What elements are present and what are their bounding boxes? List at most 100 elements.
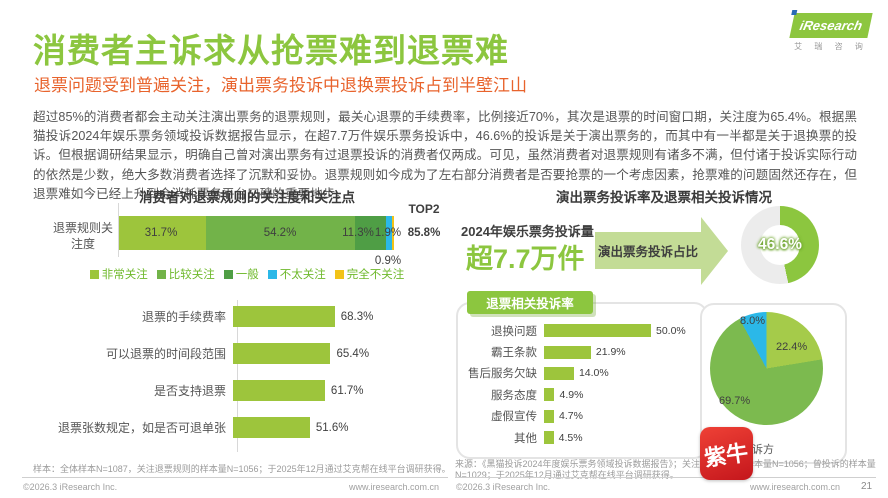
site-url-right: www.iresearch.com.cn bbox=[750, 482, 841, 492]
legend-item: 一般 bbox=[223, 266, 259, 282]
stack-label-4: 0.9% bbox=[374, 255, 402, 267]
body-paragraph: 超过85%的消费者都会主动关注演出票务的退票规则，最关心退票的手续费率，比例接近… bbox=[33, 110, 857, 201]
page-title: 消费者主诉求从抢票难到退票难 bbox=[33, 32, 509, 69]
legend-label: 不太关注 bbox=[279, 269, 326, 281]
row-bar bbox=[544, 345, 591, 359]
row-bar bbox=[233, 343, 331, 364]
row-value: 65.4% bbox=[336, 347, 370, 360]
row-bar bbox=[544, 409, 555, 423]
row-bar bbox=[233, 306, 335, 327]
chart-row: 退票的手续费率 68.3% bbox=[33, 298, 461, 335]
chart-row: 是否支持退票 61.7% bbox=[33, 372, 461, 409]
stacked-bar-axis-line bbox=[118, 203, 119, 257]
stack-seg-concerned bbox=[206, 216, 356, 250]
legend-swatch-icon bbox=[156, 269, 166, 279]
chart-row: 退换问题 50.0% bbox=[458, 320, 704, 341]
chart-row: 可以退票的时间段范围 65.4% bbox=[33, 335, 461, 372]
legend-label: 一般 bbox=[235, 269, 259, 281]
refund-complaints-chart: 退换问题 50.0% 霸王条款 21.9% 售后服务欠缺 14.0% 服务态度 … bbox=[458, 320, 704, 448]
row-bar bbox=[544, 366, 574, 380]
legend-item: 完全不关注 bbox=[334, 266, 405, 282]
row-label: 服务态度 bbox=[491, 389, 537, 402]
row-value: 51.6% bbox=[315, 421, 349, 434]
donut-value: 46.6% bbox=[758, 236, 802, 253]
brand-logo: iResearch 艾 瑞 咨 询 bbox=[788, 10, 874, 52]
complaint-volume-label: 2024年娱乐票务投诉量 bbox=[461, 224, 594, 239]
row-bar bbox=[544, 324, 651, 338]
row-value: 68.3% bbox=[340, 310, 374, 323]
row-label: 退换问题 bbox=[491, 325, 537, 338]
watermark-text: 紫牛 bbox=[703, 439, 751, 472]
row-value: 4.7% bbox=[559, 410, 583, 423]
row-label: 是否支持退票 bbox=[153, 384, 226, 398]
row-value: 50.0% bbox=[656, 324, 686, 337]
stack-label-3: 1.9% bbox=[374, 227, 402, 239]
ziniu-watermark-icon: 紫牛 bbox=[700, 427, 753, 480]
attention-points-chart: 退票的手续费率 68.3% 可以退票的时间段范围 65.4% 是否支持退票 61… bbox=[33, 298, 461, 446]
chart-row: 霸王条款 21.9% bbox=[458, 341, 704, 362]
hbar-axis-line bbox=[237, 300, 238, 452]
row-value: 4.5% bbox=[558, 431, 583, 444]
copyright-left: ©2026.3 iResearch Inc. bbox=[23, 482, 118, 492]
chart-row: 退票张数规定，如是否可退单张 51.6% bbox=[33, 409, 461, 446]
pie-label-cyan: 8.0% bbox=[740, 315, 766, 327]
legend-label: 比较关注 bbox=[168, 269, 215, 281]
chart-row: 虚假宣传 4.7% bbox=[458, 406, 704, 427]
stack-seg-very-concerned bbox=[119, 216, 207, 250]
complaint-chart-title: 演出票务投诉率及退票相关投诉情况 bbox=[556, 190, 772, 205]
complaint-share-donut: 46.6% bbox=[741, 206, 819, 284]
row-bar bbox=[233, 380, 325, 401]
row-label: 退票张数规定，如是否可退单张 bbox=[57, 421, 226, 435]
row-label: 售后服务欠缺 bbox=[468, 368, 537, 381]
legend-swatch-icon bbox=[334, 269, 344, 279]
iresearch-logo-icon: iResearch bbox=[789, 10, 873, 38]
row-value: 14.0% bbox=[578, 367, 609, 380]
top2-label: TOP2 bbox=[408, 202, 440, 216]
attention-axis-label: 退票规则关注度 bbox=[52, 221, 113, 251]
legend-item: 非常关注 bbox=[89, 266, 148, 282]
sample-note: 样本：全体样本N=1087，关注退票规则的样本量N=1056；于2025年12月… bbox=[33, 464, 451, 474]
row-label: 可以退票的时间段范围 bbox=[105, 347, 226, 361]
pie-label-light-green: 22.4% bbox=[776, 341, 808, 353]
page-subtitle: 退票问题受到普遍关注，演出票务投诉中退换票投诉占到半壁江山 bbox=[34, 76, 527, 95]
row-label: 退票的手续费率 bbox=[141, 310, 226, 324]
page-number: 21 bbox=[861, 481, 873, 492]
stack-seg-not-concerned bbox=[391, 216, 394, 250]
legend-label: 完全不关注 bbox=[346, 269, 405, 281]
row-label: 霸王条款 bbox=[491, 347, 537, 360]
row-bar bbox=[544, 388, 555, 402]
stack-label-0: 31.7% bbox=[144, 227, 178, 239]
brand-wordmark: iResearch bbox=[798, 18, 864, 33]
stack-seg-less-concerned bbox=[386, 216, 392, 250]
stack-label-1: 54.2% bbox=[263, 227, 297, 239]
row-bar bbox=[544, 431, 554, 445]
row-value: 4.9% bbox=[559, 388, 584, 401]
legend-swatch-icon bbox=[223, 269, 233, 279]
source-note: 来源：《黑猫投诉2024年度娱乐票务领域投诉数据报告》；关注退票规则的样本量N=… bbox=[455, 459, 876, 480]
row-value: 21.9% bbox=[595, 346, 626, 359]
row-label: 其他 bbox=[514, 432, 537, 445]
chart-row: 售后服务欠缺 14.0% bbox=[458, 363, 704, 384]
attention-chart-title: 消费者对退票规则的关注度和关注点 bbox=[139, 190, 355, 205]
legend-label: 非常关注 bbox=[101, 269, 148, 281]
legend-swatch-icon bbox=[267, 269, 277, 279]
complaint-volume-value: 超7.7万件 bbox=[466, 244, 585, 274]
legend-item: 不太关注 bbox=[267, 266, 326, 282]
brand-name-cn: 艾 瑞 咨 询 bbox=[794, 42, 868, 51]
footer-rule-left bbox=[22, 477, 448, 478]
pie-label-green: 69.7% bbox=[719, 395, 751, 407]
legend-item: 比较关注 bbox=[156, 266, 215, 282]
site-url-left: www.iresearch.com.cn bbox=[349, 482, 440, 492]
donut-hole bbox=[760, 225, 800, 265]
arrow-head-icon bbox=[701, 217, 728, 285]
top2-value: 85.8% bbox=[407, 227, 441, 239]
refund-badge: 退票相关投诉率 bbox=[467, 291, 593, 314]
stacked-bar bbox=[119, 216, 394, 250]
stack-label-2: 11.3% bbox=[342, 227, 374, 239]
complaint-share-arrow: 演出票务投诉占比 bbox=[595, 232, 701, 269]
row-label: 虚假宣传 bbox=[491, 411, 537, 424]
footer-rule-right bbox=[455, 477, 876, 478]
complaint-pie bbox=[710, 312, 823, 425]
row-value: 61.7% bbox=[330, 384, 364, 397]
